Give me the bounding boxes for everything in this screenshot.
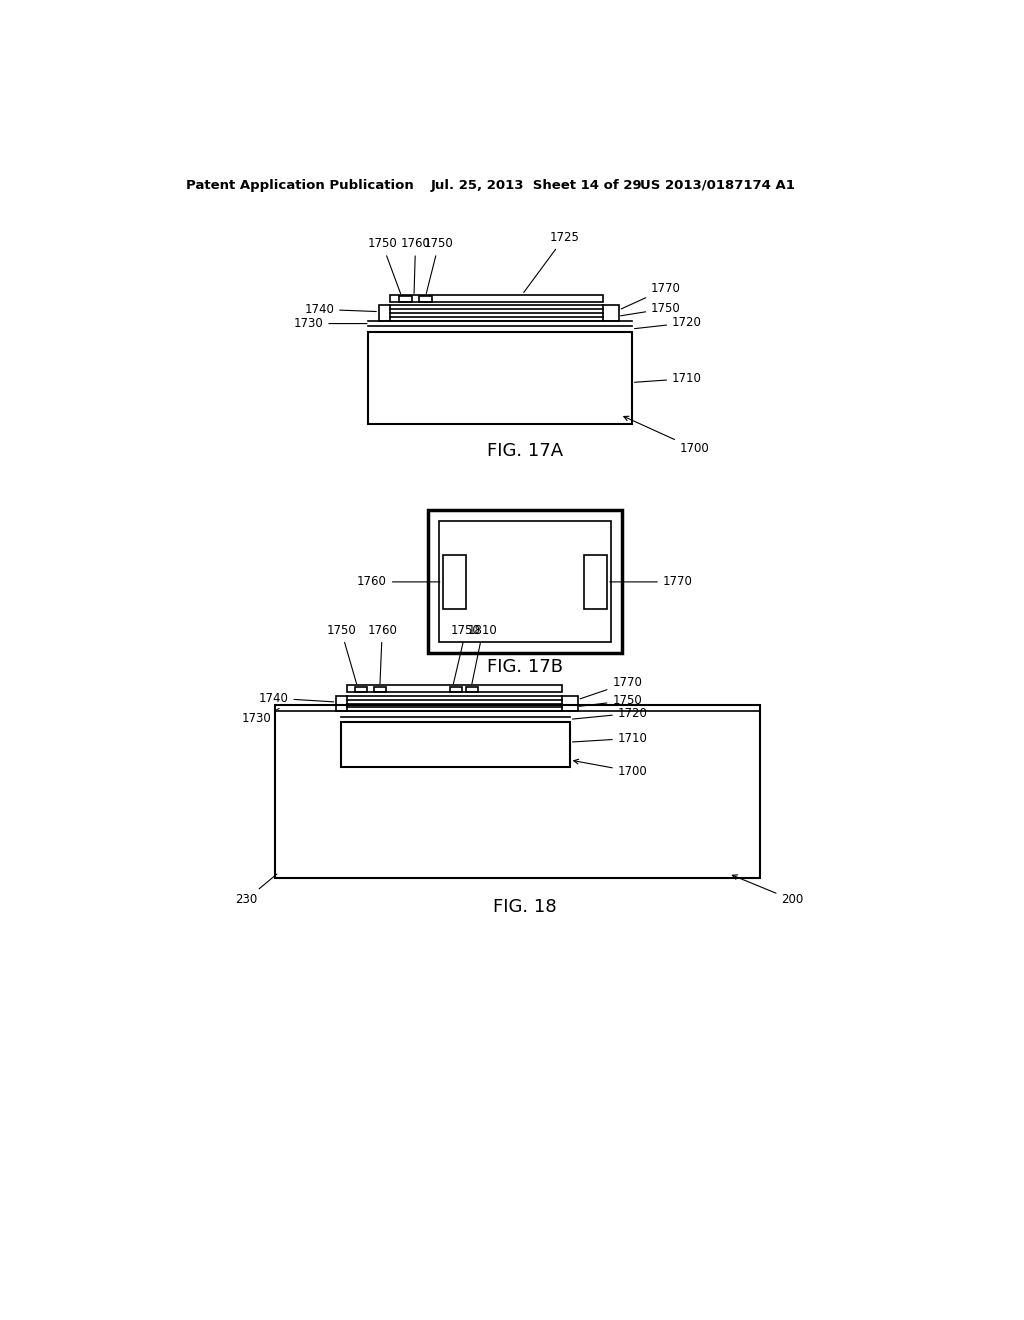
Text: 230: 230 [234, 874, 276, 907]
Bar [355, 686, 367, 692]
Bar [428, 511, 622, 653]
Text: Patent Application Publication: Patent Application Publication [186, 178, 414, 191]
Text: 1810: 1810 [468, 624, 498, 684]
Bar [420, 296, 432, 302]
Text: 1760: 1760 [400, 238, 430, 293]
Text: FIG. 17A: FIG. 17A [486, 442, 563, 459]
Text: 1710: 1710 [572, 731, 647, 744]
Text: US 2013/0187174 A1: US 2013/0187174 A1 [640, 178, 795, 191]
Text: 1730: 1730 [242, 709, 280, 726]
Text: FIG. 18: FIG. 18 [493, 898, 557, 916]
Text: 1700: 1700 [573, 759, 647, 777]
Text: 1750: 1750 [368, 238, 400, 293]
Bar [375, 686, 386, 692]
Bar [337, 696, 347, 711]
Bar [390, 294, 603, 302]
Bar [369, 331, 632, 424]
Text: 1770: 1770 [609, 576, 692, 589]
Text: 1750: 1750 [580, 694, 642, 708]
Bar [442, 554, 466, 609]
Bar [584, 554, 607, 609]
Bar [451, 686, 462, 692]
Bar [347, 685, 562, 692]
Bar [275, 705, 760, 878]
Text: 1750: 1750 [424, 238, 454, 293]
Text: 1700: 1700 [624, 416, 710, 455]
Bar [399, 296, 412, 302]
Text: 1750: 1750 [327, 624, 356, 684]
Bar [603, 305, 618, 321]
Text: Jul. 25, 2013  Sheet 14 of 29: Jul. 25, 2013 Sheet 14 of 29 [430, 178, 642, 191]
Text: 1750: 1750 [621, 302, 681, 315]
Bar [438, 521, 611, 642]
Text: FIG. 17B: FIG. 17B [486, 657, 563, 676]
Text: 1740: 1740 [258, 692, 334, 705]
Text: 1710: 1710 [635, 372, 701, 385]
Text: 1730: 1730 [294, 317, 367, 330]
Bar [562, 696, 578, 711]
Text: 1740: 1740 [304, 302, 377, 315]
Text: 1720: 1720 [572, 706, 647, 719]
Text: 1720: 1720 [635, 317, 701, 329]
Text: 200: 200 [732, 875, 804, 907]
Bar [341, 722, 569, 767]
Text: 1770: 1770 [622, 282, 681, 309]
Text: 1750: 1750 [451, 624, 481, 684]
Bar [379, 305, 390, 321]
Text: 1760: 1760 [368, 624, 397, 684]
Text: 1725: 1725 [523, 231, 580, 293]
Bar [466, 686, 477, 692]
Text: 1770: 1770 [581, 676, 642, 698]
Text: 1760: 1760 [357, 576, 440, 589]
